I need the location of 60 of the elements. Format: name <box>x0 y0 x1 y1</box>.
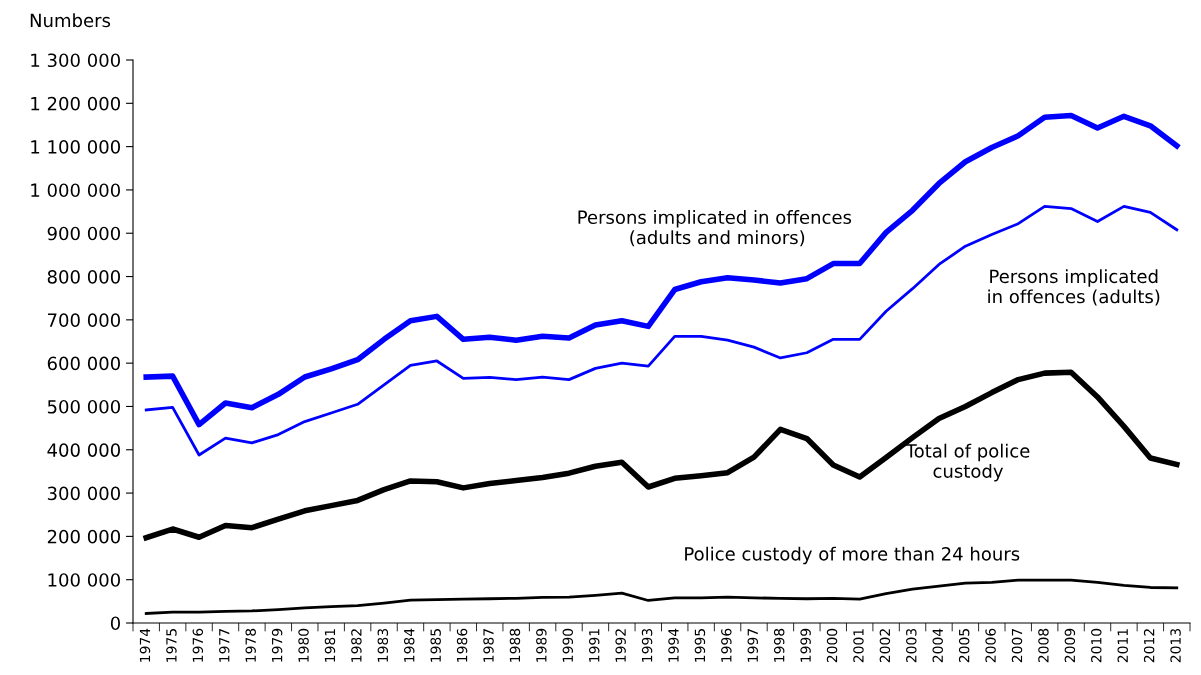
x-tick-label: 1977 <box>219 629 230 662</box>
x-tick-label: 1988 <box>509 628 521 662</box>
x-tick-label: 2004 <box>932 628 943 663</box>
x-tick-label: 1980 <box>298 628 309 662</box>
y-axis-title: Numbers <box>30 13 111 28</box>
x-tick-label: 1989 <box>536 628 547 662</box>
x-tick-label: 1987 <box>483 629 494 662</box>
y-tick-label: 100 000 <box>48 573 120 587</box>
x-tick-label: 1978 <box>245 628 256 662</box>
y-tick-label: 900 000 <box>47 226 120 241</box>
x-tick-label: 1985 <box>430 629 441 662</box>
series-label: Persons implicated in offences (adults and minors) <box>578 210 852 247</box>
x-tick-label: 1976 <box>192 628 204 662</box>
x-tick-label: 1996 <box>721 628 732 662</box>
y-tick-label: 1 300 000 <box>31 53 120 68</box>
y-tick-label: 400 000 <box>47 443 120 457</box>
series-label: Total of police custody <box>905 443 1030 482</box>
x-tick-label: 1997 <box>747 629 759 662</box>
y-tick-label: 300 000 <box>47 486 120 501</box>
y-tick-label: 500 000 <box>47 399 120 414</box>
x-tick-label: 2013 <box>1170 628 1181 663</box>
x-tick-label: 1981 <box>324 629 336 662</box>
line-series <box>144 578 1179 615</box>
x-tick-label: 2008 <box>1038 628 1049 663</box>
x-tick-label: 2010 <box>1091 628 1102 663</box>
y-tick-label: 200 000 <box>47 529 120 544</box>
x-tick-label: 1983 <box>377 628 389 662</box>
y-tick-label: 1 100 000 <box>31 140 120 154</box>
y-tick-label: 0 <box>110 616 120 631</box>
y-tick-label: 800 000 <box>47 270 120 284</box>
x-tick-label: 1995 <box>694 629 706 662</box>
x-tick-label: 1990 <box>562 628 574 662</box>
x-tick-label: 1992 <box>615 629 626 662</box>
x-tick-label: 1986 <box>456 628 468 662</box>
series-label: Persons implicated in offences (adults) <box>988 269 1160 306</box>
x-tick-label: 1994 <box>668 628 679 662</box>
x-tick-label: 1974 <box>139 628 151 662</box>
x-tick-label: 1984 <box>403 628 415 662</box>
x-tick-label: 2000 <box>826 628 838 663</box>
x-tick-label: 2012 <box>1143 629 1155 663</box>
x-tick-label: 2005 <box>958 629 970 663</box>
x-tick-label: 1991 <box>588 629 600 662</box>
y-tick-label: 600 000 <box>47 356 120 371</box>
x-tick-label: 2011 <box>1117 629 1128 663</box>
x-tick-label: 1979 <box>271 628 283 662</box>
x-tick-label: 1975 <box>166 629 177 662</box>
x-tick-label: 2002 <box>879 629 891 663</box>
x-tick-label: 2006 <box>985 628 996 663</box>
x-tick-label: 1982 <box>351 629 362 662</box>
y-tick-label: 1 200 000 <box>31 96 120 111</box>
x-tick-label: 1993 <box>641 628 653 662</box>
y-tick-label: 700 000 <box>48 313 120 327</box>
y-tick-label: 1 000 000 <box>31 183 120 198</box>
x-tick-label: 1999 <box>800 628 811 662</box>
x-tick-label: 2003 <box>906 628 917 663</box>
x-tick-label: 2007 <box>1011 629 1023 663</box>
x-tick-label: 1998 <box>773 628 785 662</box>
x-tick-label: 2009 <box>1064 628 1076 663</box>
series-label: Police custody of more than 24 hours <box>685 546 1020 565</box>
x-tick-label: 2001 <box>853 629 864 663</box>
